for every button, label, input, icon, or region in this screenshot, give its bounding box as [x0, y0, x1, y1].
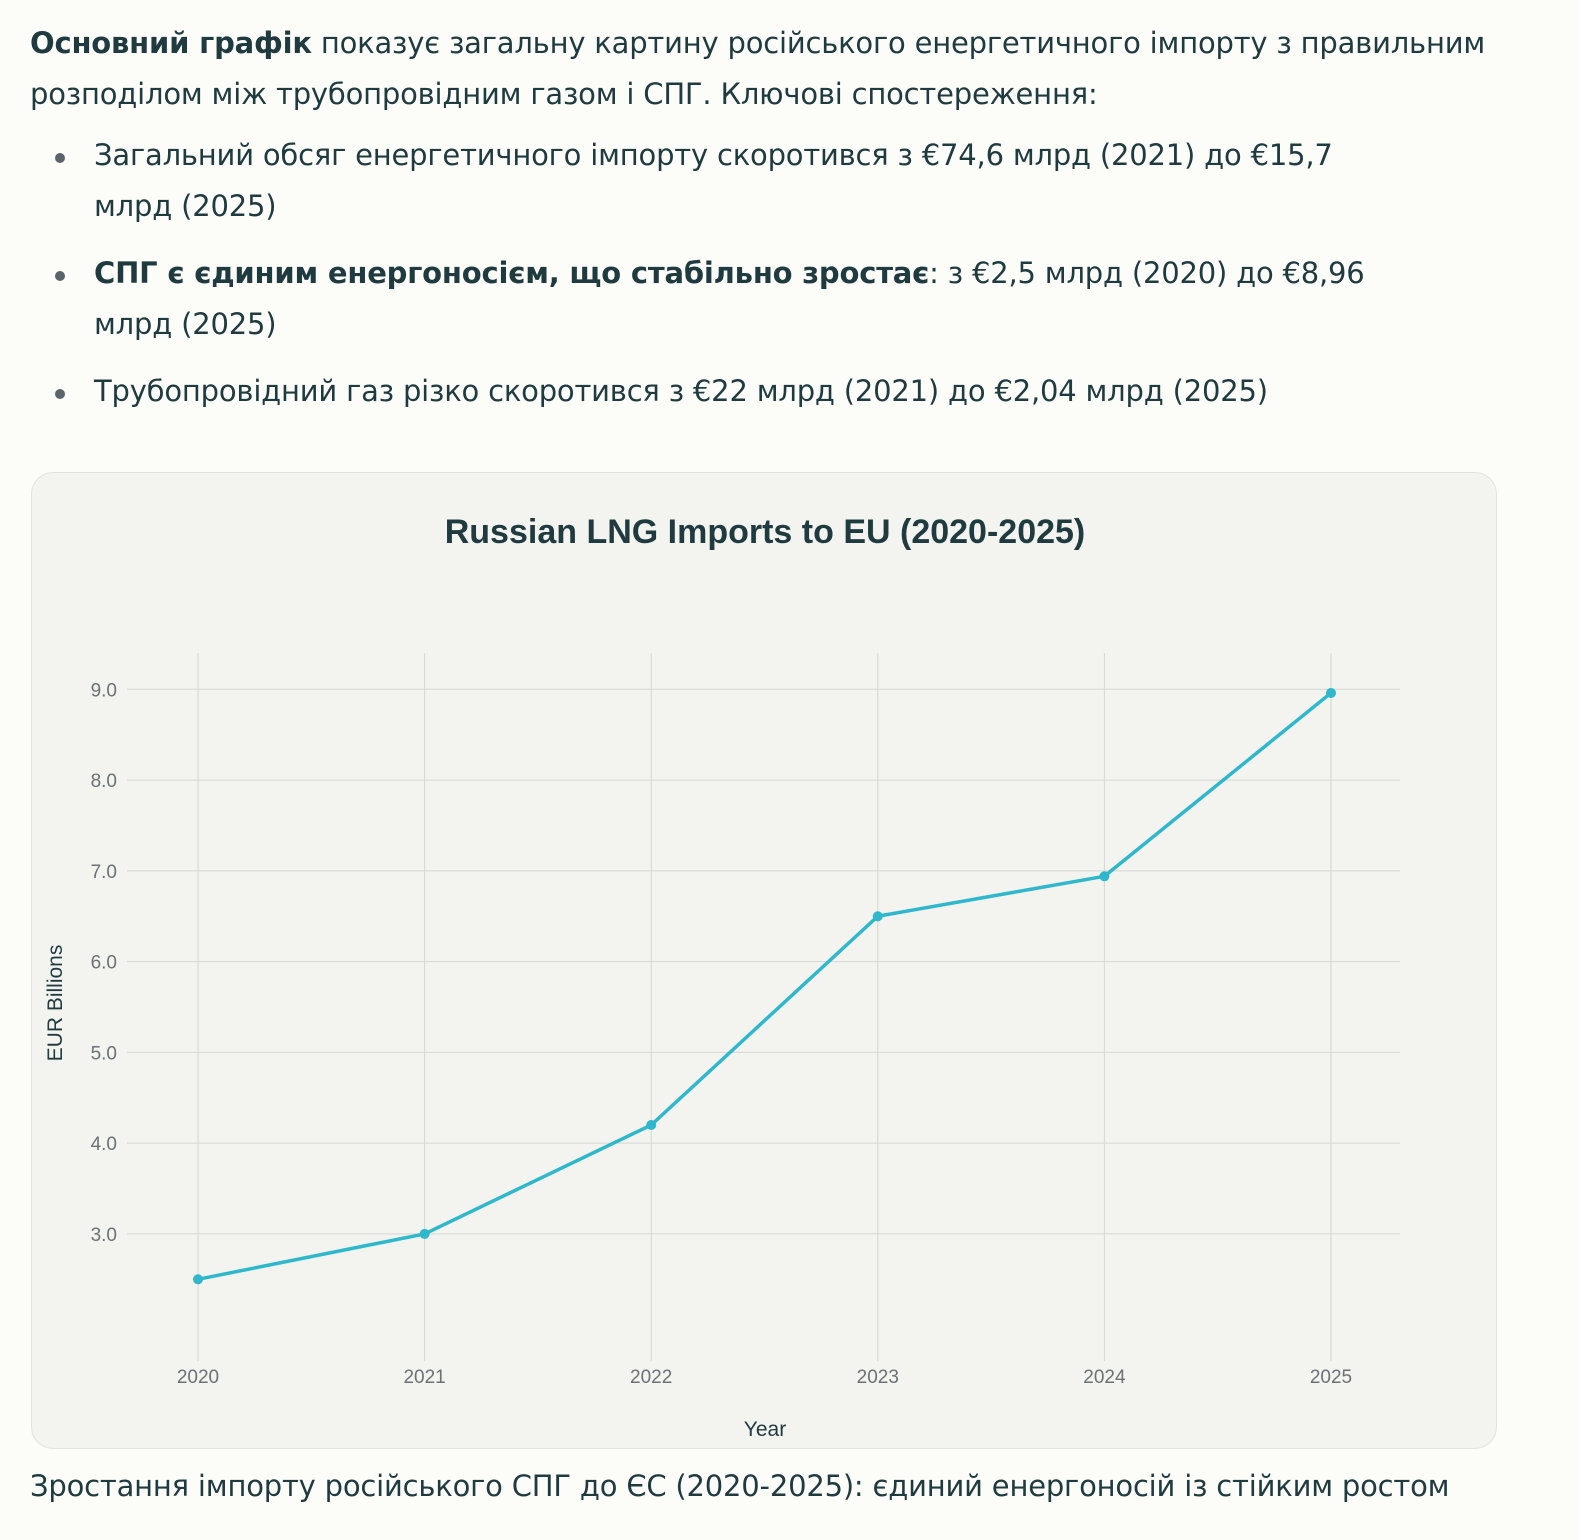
series-lng — [193, 687, 1336, 1285]
series-line — [197, 691, 1333, 1282]
intro-text: показує загальну картину російського ене… — [30, 26, 1486, 111]
x-axis-label: Year — [744, 1418, 786, 1441]
data-point — [1099, 871, 1110, 882]
y-axis-label: EUR Billions — [44, 945, 67, 1062]
list-item-text: Загальний обсяг енергетичного імпорту ск… — [94, 138, 1333, 223]
data-point — [193, 1274, 203, 1285]
chart-caption: Зростання імпорту російського СПГ до ЄС … — [30, 1469, 1450, 1503]
y-tick-label: 3.0 — [91, 1225, 117, 1246]
data-point — [646, 1120, 657, 1130]
y-tick-label: 4.0 — [91, 1134, 117, 1155]
data-point — [419, 1228, 430, 1239]
list-item: Трубопровідний газ різко скоротився з €2… — [30, 366, 1370, 417]
chart-grid — [127, 653, 1400, 1361]
y-tick-label: 5.0 — [91, 1043, 117, 1064]
intro-bold: Основний графік — [30, 26, 312, 60]
x-axis-ticks: 2020 2021 2022 2023 2024 2025 — [177, 1367, 1352, 1388]
x-tick-label: 2022 — [630, 1367, 672, 1388]
chart-card: Russian LNG Imports to EU (2020-2025) 3.… — [31, 472, 1497, 1449]
x-tick-label: 2021 — [403, 1367, 445, 1388]
list-item: Загальний обсяг енергетичного імпорту ск… — [30, 130, 1370, 232]
data-point — [1326, 687, 1336, 698]
y-tick-label: 6.0 — [91, 953, 117, 974]
list-item: СПГ є єдиним енергоносієм, що стабільно … — [30, 248, 1370, 350]
intro-paragraph: Основний графік показує загальну картину… — [30, 18, 1490, 120]
list-item-text: : з €2,5 млрд (2020) до €8,96 млрд (2025… — [94, 256, 1365, 341]
key-observations-list: Загальний обсяг енергетичного імпорту ск… — [30, 130, 1370, 433]
y-axis-ticks: 3.0 4.0 5.0 6.0 7.0 8.0 9.0 — [91, 680, 117, 1246]
chart-title: Russian LNG Imports to EU (2020-2025) — [445, 513, 1086, 551]
x-tick-label: 2020 — [177, 1367, 219, 1388]
y-tick-label: 8.0 — [91, 771, 117, 792]
list-item-text: Трубопровідний газ різко скоротився з €2… — [94, 374, 1268, 408]
data-point — [872, 911, 883, 922]
list-item-bold: СПГ є єдиним енергоносієм, що стабільно … — [94, 256, 930, 290]
x-tick-label: 2025 — [1310, 1367, 1352, 1388]
x-tick-label: 2023 — [857, 1367, 899, 1388]
y-tick-label: 7.0 — [91, 862, 117, 883]
lng-imports-chart: Russian LNG Imports to EU (2020-2025) 3.… — [44, 513, 1400, 1441]
y-tick-label: 9.0 — [91, 680, 117, 701]
x-tick-label: 2024 — [1083, 1367, 1126, 1388]
